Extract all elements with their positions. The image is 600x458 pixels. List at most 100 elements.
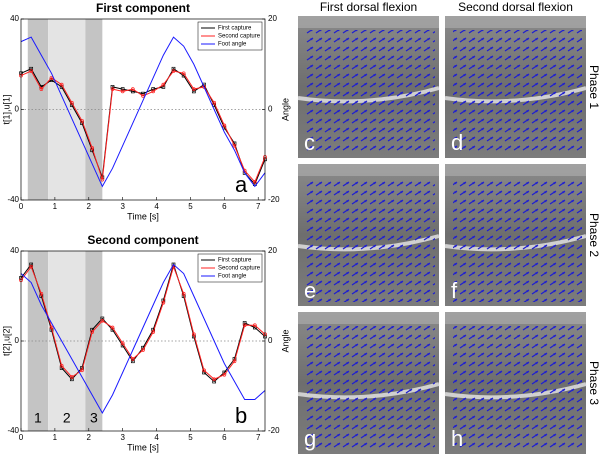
y2-tick-label: 20 [268,246,277,255]
point-marker [212,379,217,384]
y2-axis-label: Angle [280,329,290,352]
x-tick-label: 6 [222,202,227,211]
point-marker [141,91,145,96]
skin-layer [445,164,586,176]
phase-region [27,251,49,431]
y-axis-label: t[1],u[1] [1,94,11,124]
displacement-field [306,30,435,154]
panel-letter: f [451,278,458,303]
x-tick-label: 1 [53,202,58,211]
point-marker [80,118,84,123]
point-marker [202,368,206,373]
point-marker [120,87,125,91]
point-marker [100,316,105,321]
displacement-field [453,326,582,450]
point-marker [29,69,34,73]
x-tick-label: 0 [19,202,24,211]
x-tick-label: 7 [256,202,261,211]
phase-region [85,251,103,431]
displacement-field [306,326,435,450]
point-marker [59,82,64,87]
point-marker [161,85,166,89]
point-marker [161,300,166,305]
series-line [20,265,266,380]
y2-axis-label: Angle [280,98,290,121]
point-marker [69,100,74,105]
phase-label: 3 [90,410,98,426]
point-marker [212,377,217,382]
image-panels: First dorsal flexion Second dorsal flexio… [297,0,600,454]
point-marker [252,325,257,330]
panel-letter: a [235,172,248,197]
series-line [20,36,266,188]
point-marker [212,100,217,105]
x-tick-label: 3 [120,202,125,211]
point-marker [151,87,156,91]
panel-letter: b [235,403,247,428]
panel-letter: d [451,130,463,155]
point-marker [171,69,176,73]
x-tick-label: 5 [188,202,193,211]
x-tick-label: 3 [120,433,125,442]
x-tick-label: 2 [87,433,92,442]
x-axis-label: Time [s] [127,211,159,221]
panel-letter: h [451,426,463,451]
point-marker [151,330,156,334]
phase-region [27,19,49,200]
phase-label: 2 [63,410,71,426]
panel-letter: c [304,130,315,155]
point-marker [130,359,135,364]
point-marker [59,363,64,368]
point-marker [90,330,95,334]
point-marker [191,87,196,91]
legend-label: First capture [218,26,252,32]
row-header: Phase 2 [587,213,600,257]
plot-frame [20,18,266,201]
x-axis-label: Time [s] [127,442,159,452]
legend-label: Foot angle [218,42,247,48]
y2-tick-label: 20 [268,14,277,23]
point-marker [151,89,156,94]
x-tick-label: 0 [19,433,24,442]
point-marker [232,359,237,364]
point-marker [191,89,196,94]
column-header: Second dorsal flexion [458,0,573,14]
x-tick-label: 6 [222,433,227,442]
point-marker [120,341,125,346]
y-axis-label: t[2],u[2] [1,326,11,356]
point-marker [29,66,34,71]
point-marker [161,82,166,87]
y2-tick-label: -20 [268,195,280,204]
point-marker [191,332,196,337]
chart-title: First component [96,1,190,15]
point-marker [130,87,135,91]
point-marker [49,325,54,330]
point-marker [222,372,227,377]
series-line [20,70,266,183]
row-header: Phase 1 [587,65,600,109]
displacement-field [306,178,435,302]
point-marker [222,123,227,128]
point-marker [252,180,257,184]
legend-label: First capture [218,258,252,264]
displacement-field [453,178,582,302]
point-marker [232,143,237,148]
point-marker [202,85,206,89]
y2-tick-label: 0 [268,105,273,114]
phase-region [85,19,103,200]
point-marker [69,377,74,382]
point-marker [39,87,44,91]
panel-letter: e [304,278,316,303]
point-marker [120,89,125,94]
x-tick-label: 7 [256,433,261,442]
point-marker [130,357,135,361]
x-tick-label: 5 [188,433,193,442]
x-tick-label: 2 [87,202,92,211]
chart-title: Second component [87,233,198,247]
column-header: First dorsal flexion [320,0,417,14]
point-marker [39,291,44,296]
phase-label: 1 [34,410,42,426]
point-marker [110,87,115,91]
